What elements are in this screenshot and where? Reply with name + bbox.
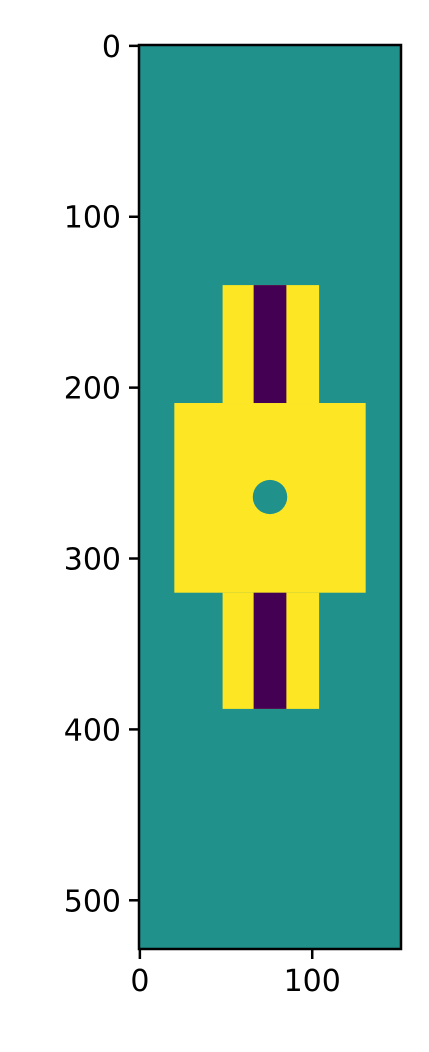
y-tick-label: 500 [64, 884, 121, 919]
heatmap-region-upper-stripe [253, 285, 287, 404]
axes-frame [137, 43, 403, 951]
y-tick-label: 100 [64, 201, 121, 236]
x-axis: 0 100 [130, 949, 341, 999]
y-tick-label: 0 [102, 30, 121, 65]
y-axis: 0 100 200 300 400 500 [64, 30, 139, 919]
x-tick-label: 100 [284, 964, 341, 999]
y-tick-label: 200 [64, 372, 121, 407]
heatmap-plot-area [139, 45, 401, 949]
y-tick-label: 300 [64, 543, 121, 578]
y-tick-label: 400 [64, 713, 121, 748]
x-tick-label: 0 [130, 964, 149, 999]
heatmap-region-lower-stripe [253, 592, 287, 709]
heatmap-center-hole [252, 479, 288, 515]
